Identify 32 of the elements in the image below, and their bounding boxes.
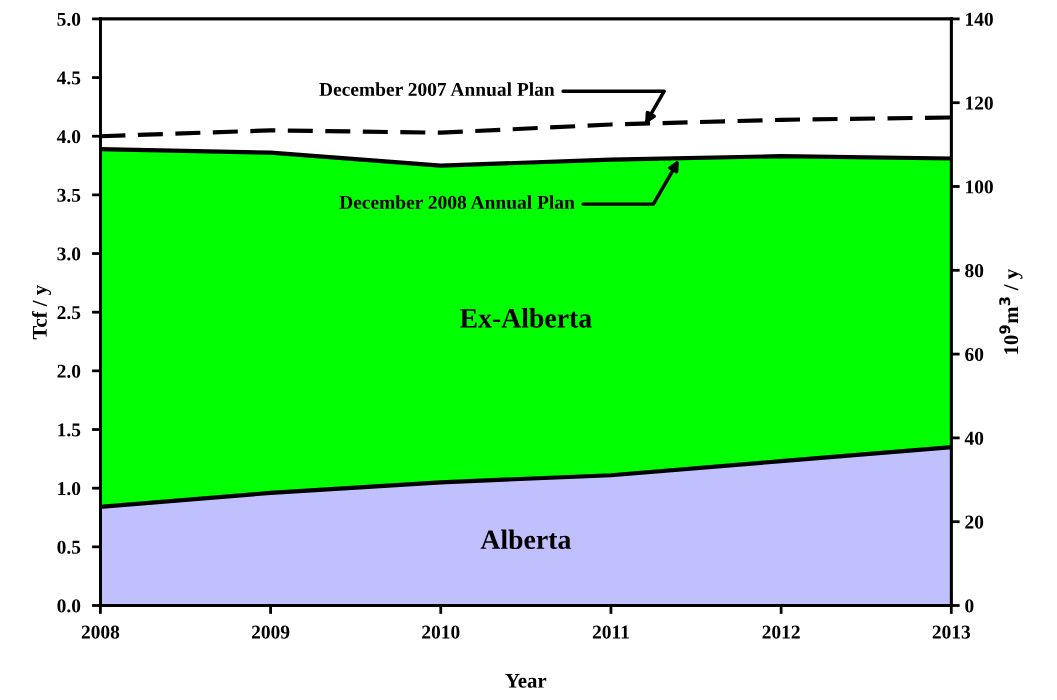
y2-tick-label: 60 bbox=[965, 347, 984, 362]
y-tick-label: 2.0 bbox=[57, 364, 81, 378]
y2-axis-title: 10$^{9}$m$^{3}$ / y bbox=[999, 269, 1023, 354]
y-tick-label: 5.0 bbox=[57, 12, 81, 26]
y-tick-label: 3.5 bbox=[57, 188, 81, 202]
y2-tick-label: 20 bbox=[965, 515, 984, 529]
y-axis-title: Tcf / y bbox=[31, 285, 52, 340]
y2-tick-label: 120 bbox=[966, 96, 993, 110]
x-axis-title: Year bbox=[505, 673, 547, 688]
y-tick-label: 0.0 bbox=[57, 599, 81, 613]
y-tick-label: 4.5 bbox=[56, 71, 81, 85]
x-tick-label: 2009 bbox=[251, 625, 290, 639]
y-tick-label: 0.5 bbox=[57, 540, 81, 554]
y-tick-label: 4.0 bbox=[56, 130, 81, 144]
x-tick-label: 2010 bbox=[422, 625, 460, 639]
annotation: December 2007 Annual Plan bbox=[319, 82, 555, 97]
series-label: Alberta bbox=[480, 529, 571, 550]
y2-tick-label: 40 bbox=[964, 431, 984, 445]
annotation: December 2008 Annual Plan bbox=[339, 195, 575, 210]
y-tick-label: 1.5 bbox=[58, 423, 81, 437]
y-tick-label: 1.0 bbox=[58, 482, 81, 496]
y2-tick-label: 0 bbox=[965, 599, 974, 613]
x-tick-label: 2011 bbox=[592, 625, 629, 639]
y-tick-label: 3.0 bbox=[57, 247, 81, 261]
y2-tick-label: 100 bbox=[966, 180, 993, 194]
x-tick-label: 2008 bbox=[81, 625, 120, 639]
y-tick-label: 2.5 bbox=[57, 306, 81, 320]
x-tick-label: 2013 bbox=[932, 625, 971, 639]
y2-tick-label: 140 bbox=[966, 12, 993, 26]
series-label: Ex-Alberta bbox=[459, 308, 592, 328]
x-tick-label: 2012 bbox=[762, 625, 800, 639]
y2-tick-label: 80 bbox=[965, 264, 984, 278]
